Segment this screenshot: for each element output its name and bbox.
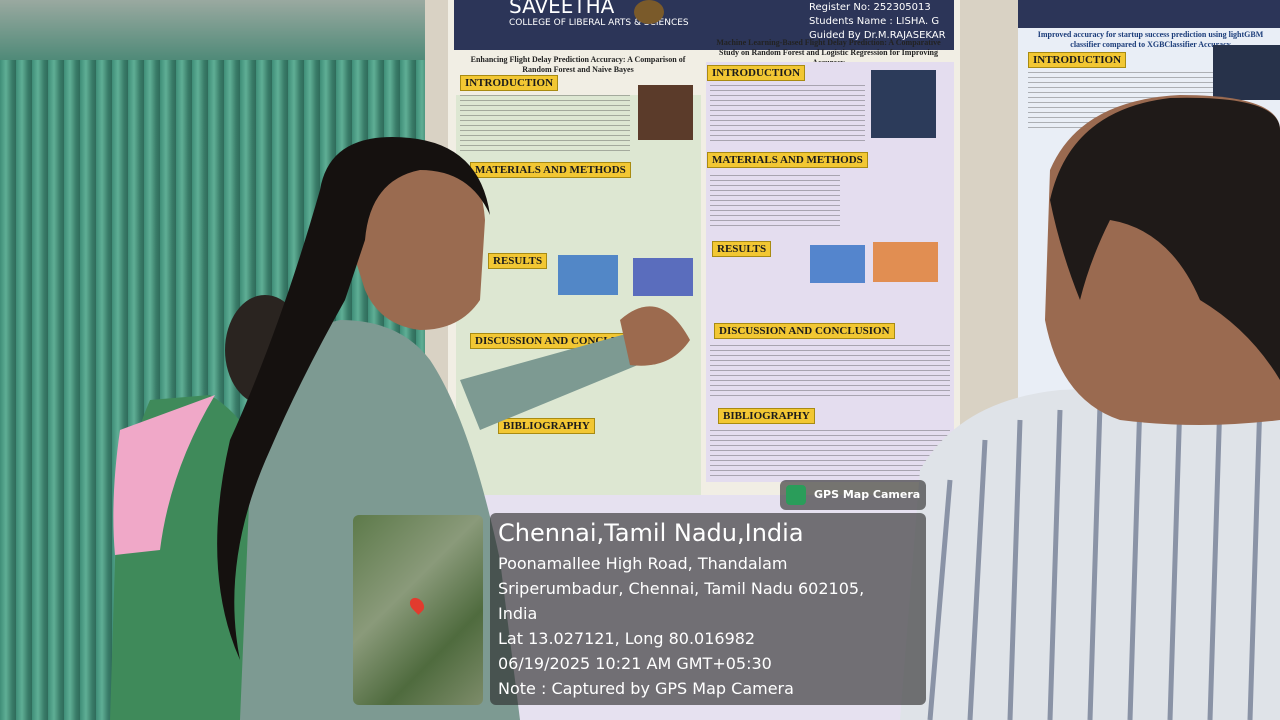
- datetime: 06/19/2025 10:21 AM GMT+05:30: [498, 654, 772, 673]
- section-header: INTRODUCTION: [1028, 52, 1127, 68]
- app-name: GPS Map Camera: [814, 488, 921, 501]
- woman-arm: [460, 330, 650, 430]
- poster-chart: [558, 255, 618, 295]
- register-no: Register No: 252305013: [809, 2, 931, 13]
- body-text: [710, 430, 950, 480]
- poster-chart: [873, 242, 938, 282]
- place: Chennai,Tamil Nadu,India: [498, 519, 804, 547]
- coordinates: Lat 13.027121, Long 80.016982: [498, 629, 756, 648]
- poster-header: SAVEETHA COLLEGE OF LIBERAL ARTS & SCIEN…: [454, 0, 954, 50]
- section-header: RESULTS: [488, 253, 548, 269]
- map-pin: [407, 595, 427, 615]
- section-header: INTRODUCTION: [460, 75, 559, 91]
- location-box: Chennai,Tamil Nadu,India Poonamallee Hig…: [490, 513, 926, 705]
- body-text: [710, 85, 865, 145]
- poster-title: Improved accuracy for startup success pr…: [1037, 30, 1264, 49]
- section-header: RESULTS: [712, 241, 772, 257]
- address-line: Poonamallee High Road, Thandalam: [498, 554, 788, 573]
- section-header: MATERIALS AND METHODS: [470, 162, 631, 178]
- poster-image: [638, 85, 693, 140]
- address-line: Sriperumbadur, Chennai, Tamil Nadu 60210…: [498, 579, 865, 598]
- map-thumbnail: [353, 515, 483, 705]
- man-shirt: [900, 380, 1280, 720]
- poster-header: [1018, 0, 1280, 28]
- scarf: [113, 395, 215, 555]
- poster-chart: [633, 258, 693, 296]
- section-header: BIBLIOGRAPHY: [718, 408, 815, 424]
- app-badge: GPS Map Camera: [780, 480, 926, 510]
- app-icon: [786, 485, 806, 505]
- student-name: Students Name : LISHA. G: [809, 16, 940, 27]
- section-header: MATERIALS AND METHODS: [707, 152, 868, 168]
- poster-title: Enhancing Flight Delay Prediction Accura…: [470, 55, 686, 74]
- college: COLLEGE OF LIBERAL ARTS & SCIENCES: [509, 18, 689, 28]
- poster-image: [871, 70, 936, 138]
- shirt-stripes: [927, 399, 1263, 720]
- address-line: India: [498, 604, 538, 623]
- section-header: DISCUSSION AND CONCLUSION: [714, 323, 895, 339]
- body-text: [710, 175, 840, 230]
- woman-hair: [217, 137, 490, 660]
- logo: [634, 0, 664, 24]
- hand: [620, 306, 690, 366]
- poster-chart: [810, 245, 865, 283]
- body-text: [710, 345, 950, 400]
- section-header: BIBLIOGRAPHY: [498, 418, 595, 434]
- poster-image: [1213, 45, 1280, 100]
- man-hair: [1050, 97, 1280, 381]
- wall-top: [0, 0, 430, 60]
- institution: SAVEETHA: [509, 0, 615, 18]
- guide: Guided By Dr.M.RAJASEKAR: [809, 30, 946, 41]
- body-text: [460, 95, 630, 155]
- note: Note : Captured by GPS Map Camera: [498, 679, 794, 698]
- section-header: INTRODUCTION: [707, 65, 806, 81]
